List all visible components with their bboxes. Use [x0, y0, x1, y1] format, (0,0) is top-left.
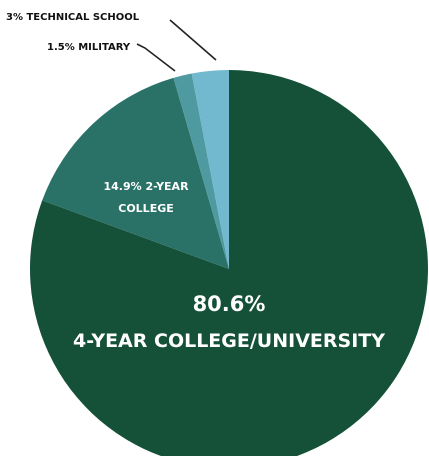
slice-technical-school — [191, 70, 229, 269]
slice-label-military-name: MILITARY — [78, 42, 131, 53]
slice-label-2-year-pct: 14.9% — [103, 180, 141, 193]
slice-label-4-year-pct: 80.6% — [193, 292, 266, 316]
slice-label-2-year-line1: 14.9% 2-YEAR — [103, 180, 189, 193]
slice-label-technical: 3% TECHNICAL SCHOOL — [6, 12, 140, 23]
leader-lines — [136, 19, 217, 72]
slice-label-2-year-name: 2-YEAR — [145, 180, 189, 193]
slice-military — [173, 73, 229, 270]
slice-4-year-college — [29, 70, 428, 456]
slice-label-2-year-line2: COLLEGE — [118, 202, 174, 215]
leader-line-technical — [169, 19, 217, 61]
leader-line-military — [136, 43, 176, 72]
slice-label-military: 1.5% MILITARY — [47, 42, 131, 53]
pie-slices — [29, 70, 428, 456]
slice-label-technical-name: TECHNICAL SCHOOL — [26, 12, 139, 23]
slice-label-military-pct: 1.5% — [47, 42, 75, 53]
slice-label-4-year-name: 4-YEAR COLLEGE/UNIVERSITY — [73, 330, 385, 352]
slice-label-technical-pct: 3% — [6, 12, 23, 23]
slice-2-year-college — [42, 77, 229, 270]
